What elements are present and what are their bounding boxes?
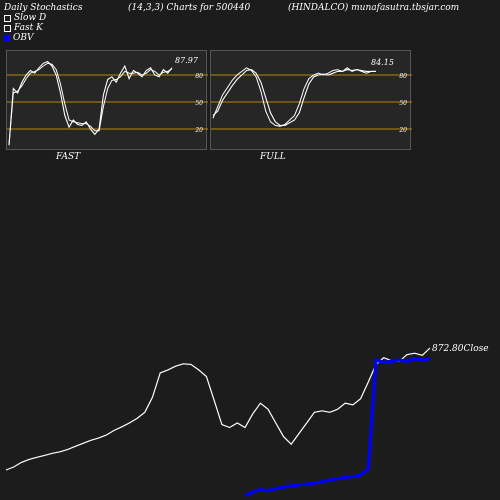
series-line-slow-d <box>8 62 173 146</box>
level-label-80: 80 <box>195 73 203 80</box>
legend-slow-d-swatch <box>4 14 11 22</box>
obv-line-segment-1 <box>244 357 431 498</box>
legend-obv: OBV <box>4 33 34 43</box>
fast-panel-label: FAST <box>56 152 81 162</box>
full-stochastic-panel: 20 50 80 84.15 <box>210 50 412 150</box>
last-value-label: 84.15 <box>371 58 394 67</box>
series-line-fast-k <box>8 60 173 146</box>
legend-slow-d-label: Slow D <box>14 13 47 23</box>
legend-obv-swatch <box>4 35 10 41</box>
level-label-50: 50 <box>399 100 407 107</box>
chart-subtitle: (14,3,3) Charts for 500440 <box>128 3 251 13</box>
last-value-label: 87.97 <box>175 56 199 65</box>
chart-source: (HINDALCO) munafasutra.tbsjar.com <box>288 3 460 13</box>
series-line-fast-k <box>212 67 376 127</box>
level-label-20: 20 <box>194 127 203 134</box>
price-line <box>5 347 431 471</box>
legend-slow-d: Slow D <box>4 13 46 23</box>
legend-fast-k-label: Fast K <box>14 23 43 33</box>
level-label-20: 20 <box>398 127 407 134</box>
legend-obv-label: OBV <box>13 33 34 43</box>
fast-stochastic-panel: 20 50 80 87.97 <box>6 50 208 150</box>
fast-stochastic-plot: 20 50 80 87.97 <box>7 56 208 146</box>
level-label-50: 50 <box>195 100 203 107</box>
legend-fast-k-swatch <box>4 24 11 32</box>
legend-fast-k: Fast K <box>4 23 43 33</box>
full-panel-label: FULL <box>260 152 286 162</box>
series-line-slow-d <box>212 69 376 126</box>
chart-title: Daily Stochastics <box>4 3 83 13</box>
level-label-80: 80 <box>399 73 407 80</box>
close-price-label: 872.80Close <box>432 344 489 354</box>
full-stochastic-plot: 20 50 80 84.15 <box>211 58 412 134</box>
